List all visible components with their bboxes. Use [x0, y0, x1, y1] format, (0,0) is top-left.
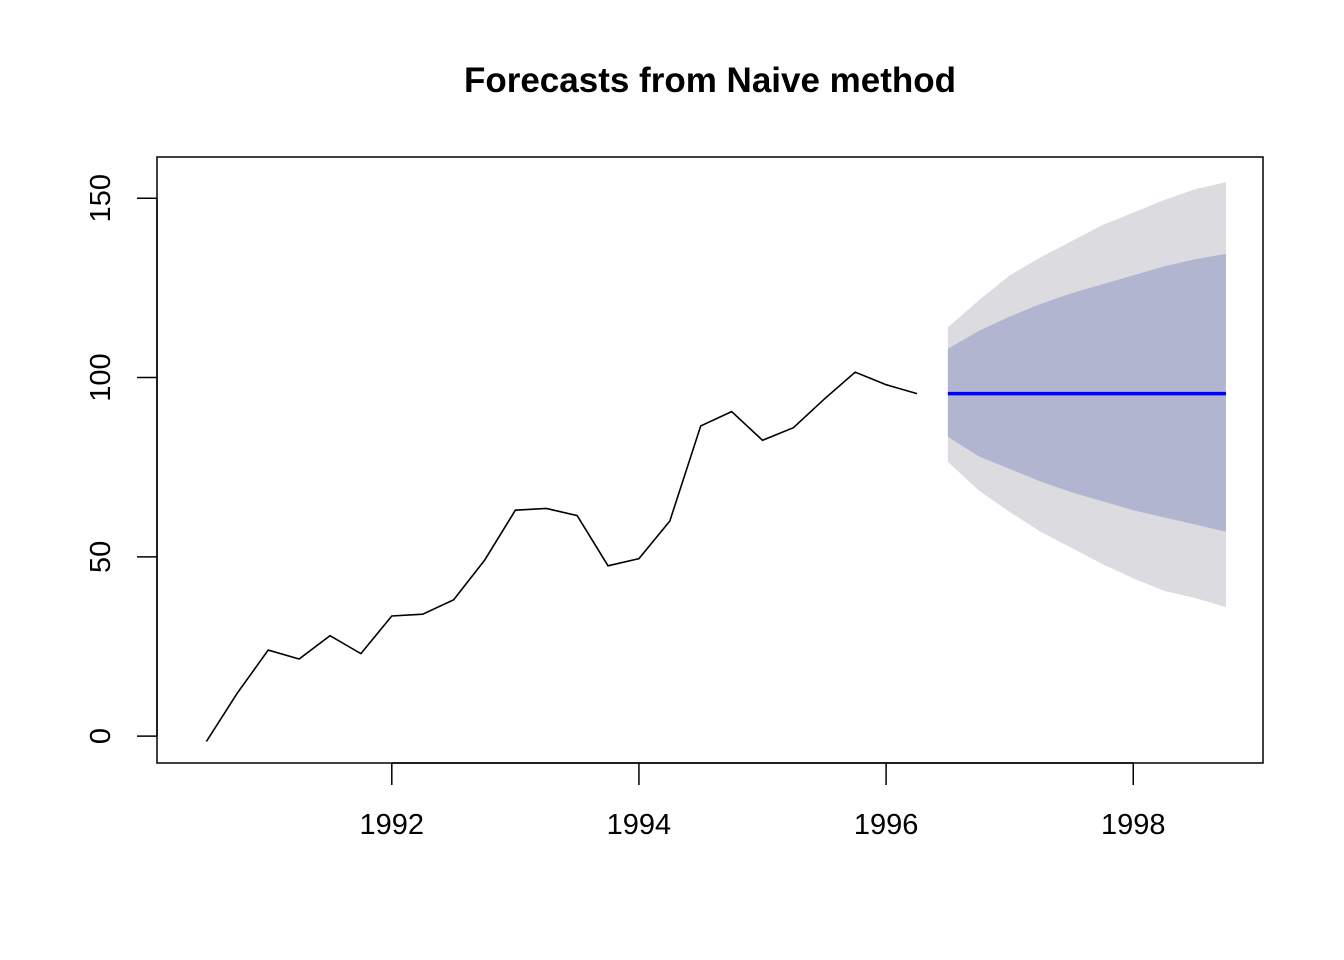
history-line [205, 371, 918, 742]
y-tick-label: 50 [85, 541, 117, 573]
chart-title: Forecasts from Naive method [464, 61, 956, 100]
y-tick-label: 100 [85, 353, 117, 401]
x-tick-label: 1996 [854, 809, 919, 841]
x-axis: 1992 1994 1996 1998 [360, 762, 1166, 841]
y-tick-label: 0 [85, 728, 117, 744]
y-tick-label: 150 [85, 174, 117, 222]
x-tick-label: 1998 [1101, 809, 1166, 841]
series-lines [205, 371, 1226, 742]
x-tick-label: 1992 [360, 809, 425, 841]
x-tick-label: 1994 [607, 809, 672, 841]
y-axis: 0 50 100 150 [85, 174, 158, 744]
